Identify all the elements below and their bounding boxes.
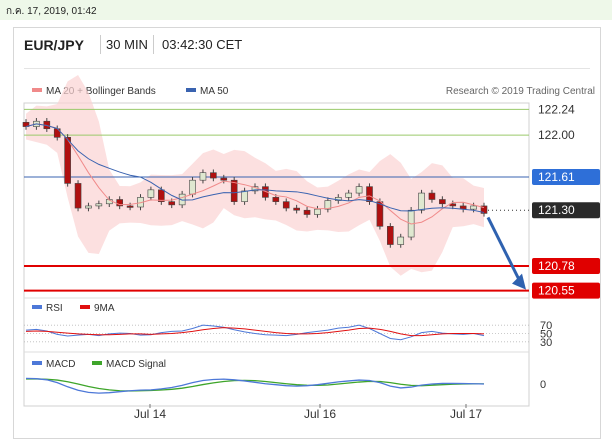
- ma50-legend-label: MA 50: [200, 86, 229, 97]
- ma50-line: [25, 123, 485, 214]
- candle-body: [293, 207, 300, 211]
- x-tick-label-1: Jul 16: [304, 407, 336, 421]
- arrow-shaft: [486, 216, 522, 283]
- chart-header: EUR/JPY 30 MIN 03:42:30 CET: [14, 28, 600, 60]
- candle-body: [314, 208, 321, 215]
- rsi-legend-swatch: [32, 305, 42, 309]
- candle-body: [387, 226, 394, 245]
- candle-body: [178, 193, 186, 206]
- level-label-121.61: 121.61: [538, 170, 575, 184]
- macd-zero-label: 0: [540, 379, 546, 391]
- candle-body: [303, 209, 311, 215]
- price-levels: [24, 108, 529, 292]
- candle-body: [324, 200, 332, 210]
- candle-body: [241, 190, 248, 202]
- level-label-122.00: 122.00: [538, 128, 575, 142]
- bollinger-bands: [26, 74, 484, 276]
- candle-body: [376, 201, 384, 227]
- rsi-level-label-50: 50: [540, 329, 552, 341]
- candle-body: [147, 189, 155, 198]
- level-badge-120.55: [532, 282, 600, 299]
- timeframe-selector[interactable]: 30 MIN: [100, 35, 154, 54]
- price-level-labels: 122.24 122.00 121.61 121.30 120.78 120.55: [532, 102, 600, 299]
- candle-body: [95, 203, 103, 207]
- candle-body: [126, 205, 134, 208]
- candle-body: [345, 192, 352, 198]
- ma20-legend-swatch: [32, 88, 42, 92]
- candle-body: [64, 137, 71, 184]
- candle-body: [85, 205, 92, 209]
- candle-body: [189, 179, 196, 195]
- level-label-120.78: 120.78: [538, 259, 575, 273]
- candle-body: [282, 201, 290, 209]
- macd-pane: 0: [25, 377, 546, 394]
- rsi-level-label-30: 30: [540, 337, 552, 349]
- candle-body: [355, 186, 363, 194]
- ma20-line: [25, 123, 485, 225]
- candle-body: [428, 192, 436, 200]
- ma50-legend-swatch: [186, 88, 196, 92]
- candle-body: [168, 201, 176, 206]
- candle-body: [470, 205, 477, 210]
- candle-body: [418, 192, 425, 211]
- plot-border: [23, 102, 530, 407]
- moving-averages: [25, 123, 485, 225]
- candle-body: [262, 186, 269, 198]
- candle-body: [366, 186, 373, 202]
- macd-legend-swatch: [32, 361, 42, 365]
- rsi-level-label-70: 70: [540, 320, 552, 332]
- level-badge-120.78: [532, 257, 600, 274]
- macd-legend-label: MACD: [46, 359, 75, 370]
- ma20-legend-label: MA 20 + Bollinger Bands: [46, 86, 156, 97]
- level-label-120.55: 120.55: [538, 284, 575, 298]
- timestamp-bar: ก.ค. 17, 2019, 01:42: [0, 0, 612, 20]
- signal-legend-label: MACD Signal: [106, 359, 166, 370]
- x-tick-label-0: Jul 14: [134, 407, 166, 421]
- level-label-121.30: 121.30: [538, 203, 575, 217]
- candle-body: [230, 179, 238, 202]
- header-divider: [24, 68, 590, 69]
- rsi-ma-legend-swatch: [80, 305, 90, 309]
- candle-body: [272, 197, 280, 202]
- candle-body: [480, 205, 488, 214]
- macd-line: [25, 377, 485, 394]
- rsi-legend-label: RSI: [46, 303, 63, 314]
- arrow-head: [512, 273, 526, 290]
- candle-body: [158, 189, 165, 202]
- rsi-line: [25, 324, 485, 341]
- x-tick-label-2: Jul 17: [450, 407, 482, 421]
- candle-body: [116, 199, 123, 207]
- bollinger-band-area: [26, 74, 484, 276]
- candle-body: [74, 183, 82, 209]
- pair-label: EUR/JPY: [24, 37, 84, 53]
- signal-legend-swatch: [92, 361, 102, 365]
- candle-body: [439, 199, 446, 205]
- chart-time: 03:42:30 CET: [162, 37, 243, 52]
- timestamp-text: ก.ค. 17, 2019, 01:42: [6, 6, 97, 17]
- macd-signal-line: [26, 378, 484, 392]
- level-badge-121.61: [532, 168, 600, 185]
- candle-body: [220, 177, 228, 181]
- candle-body: [199, 172, 207, 181]
- rsi-ma-legend-label: 9MA: [94, 303, 115, 314]
- candle-body: [397, 236, 405, 245]
- forecast-arrow: [486, 216, 526, 290]
- level-badge-121.30: [532, 202, 600, 219]
- chart-panel: EUR/JPY 30 MIN 03:42:30 CET: [13, 27, 601, 439]
- research-credit: Research © 2019 Trading Central: [446, 86, 595, 97]
- x-axis: Jul 14 Jul 16 Jul 17: [134, 404, 482, 421]
- candle-body: [210, 172, 217, 179]
- level-label-122.24: 122.24: [538, 102, 575, 116]
- rsi-ma-line: [25, 327, 485, 337]
